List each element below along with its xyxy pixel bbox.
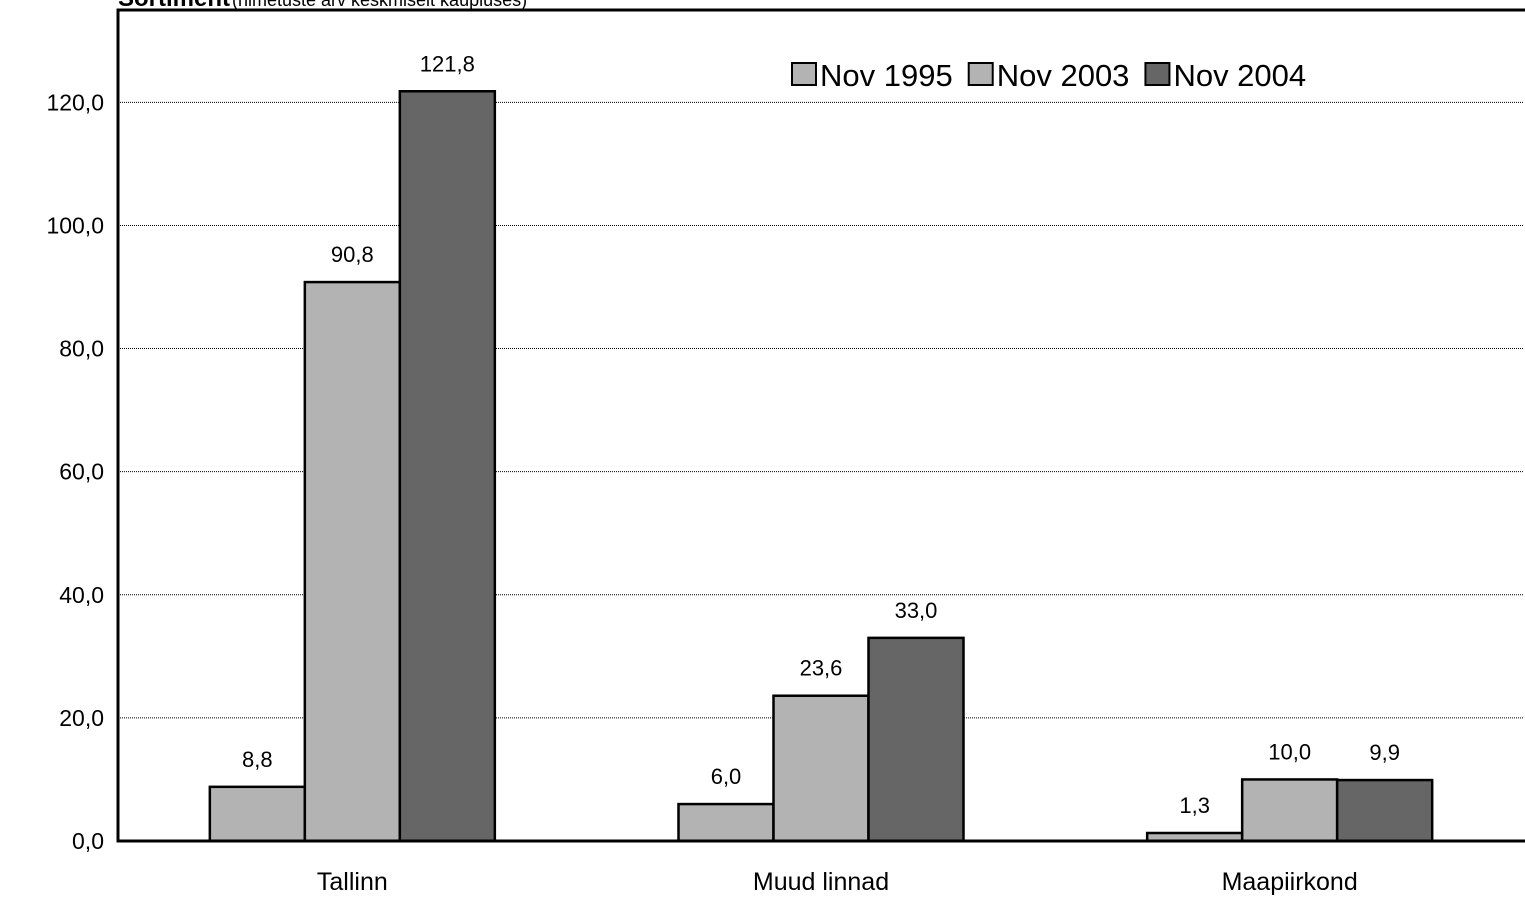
bar — [208, 785, 307, 843]
bar — [303, 280, 402, 843]
legend-label: Nov 2004 — [1173, 58, 1306, 93]
bar — [1335, 778, 1434, 843]
chart-subtitle: (nimetuste arv keskmiselt kaupluses) — [232, 0, 527, 10]
data-label: 121,8 — [420, 51, 475, 76]
legend-label: Nov 2003 — [997, 58, 1130, 93]
x-tick-label: Maapiirkond — [1222, 868, 1358, 896]
data-label: 23,6 — [800, 656, 843, 681]
x-tick-label: Tallinn — [317, 868, 388, 896]
y-tick-label: 120,0 — [46, 89, 104, 115]
bar — [398, 90, 497, 843]
data-label: 8,8 — [242, 747, 273, 772]
x-tick-label: Muud linnad — [753, 868, 889, 896]
data-label: 10,0 — [1268, 739, 1311, 764]
bar — [1240, 778, 1339, 843]
legend-label: Nov 1995 — [820, 58, 953, 93]
legend-swatch — [791, 62, 817, 86]
legend-swatch — [967, 62, 994, 86]
bar — [867, 636, 965, 843]
data-label: 33,0 — [895, 598, 938, 623]
data-label: 90,8 — [331, 242, 374, 267]
legend-swatch — [1144, 62, 1171, 86]
y-tick-label: 20,0 — [59, 705, 104, 731]
y-tick-label: 0,0 — [72, 828, 104, 854]
y-tick-label: 40,0 — [59, 582, 104, 608]
data-label: 6,0 — [711, 764, 742, 789]
y-tick-label: 100,0 — [46, 212, 104, 238]
y-tick-label: 80,0 — [59, 336, 104, 362]
y-tick-label: 60,0 — [59, 459, 104, 485]
bar — [677, 802, 775, 843]
data-label: 9,9 — [1369, 740, 1400, 765]
data-label: 1,3 — [1179, 793, 1210, 818]
bar — [772, 694, 870, 843]
